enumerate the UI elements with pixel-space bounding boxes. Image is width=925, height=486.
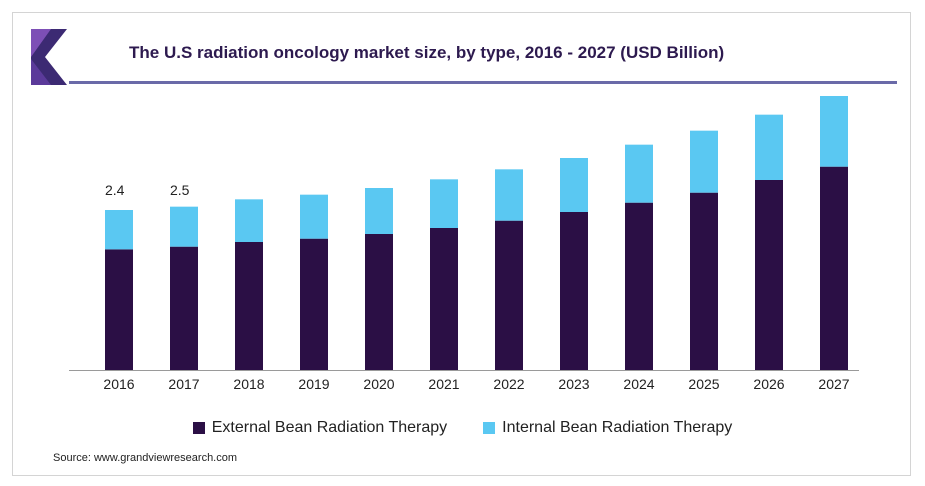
legend-item-internal: Internal Bean Radiation Therapy <box>483 419 732 437</box>
x-tick-label: 2024 <box>623 376 654 392</box>
bar-external-2023 <box>560 212 588 370</box>
bar-external-2024 <box>625 202 653 370</box>
x-tick-label: 2021 <box>428 376 459 392</box>
bar-internal-2026 <box>755 114 783 180</box>
x-tick-label: 2019 <box>298 376 329 392</box>
bar-internal-2021 <box>430 179 458 228</box>
chart-card: The U.S radiation oncology market size, … <box>12 12 911 476</box>
bar-internal-2027 <box>820 96 848 167</box>
bar-internal-2019 <box>300 194 328 239</box>
bar-internal-2020 <box>365 188 393 234</box>
x-tick-label: 2022 <box>493 376 524 392</box>
bar-internal-2025 <box>690 130 718 193</box>
bar-external-2022 <box>495 220 523 370</box>
bar-internal-2018 <box>235 199 263 242</box>
data-label-2016: 2.4 <box>105 182 125 198</box>
chart-legend: External Bean Radiation Therapy Internal… <box>13 419 912 437</box>
x-tick-label: 2017 <box>168 376 199 392</box>
x-tick-label: 2018 <box>233 376 264 392</box>
bar-internal-2022 <box>495 169 523 221</box>
bar-external-2019 <box>300 238 328 370</box>
bar-internal-2023 <box>560 158 588 212</box>
legend-label-external: External Bean Radiation Therapy <box>211 419 448 436</box>
bar-external-2026 <box>755 180 783 370</box>
bar-external-2018 <box>235 242 263 370</box>
x-tick-label: 2026 <box>753 376 784 392</box>
x-tick-label: 2027 <box>818 376 849 392</box>
grandview-logo-icon <box>31 29 67 85</box>
x-tick-label: 2023 <box>558 376 589 392</box>
bar-external-2025 <box>690 192 718 370</box>
bar-external-2020 <box>365 234 393 370</box>
bar-internal-2017 <box>170 206 198 247</box>
bar-internal-2024 <box>625 144 653 203</box>
x-tick-label: 2016 <box>103 376 134 392</box>
legend-label-internal: Internal Bean Radiation Therapy <box>502 419 733 436</box>
stacked-bar-chart: 2016 2.4 2017 2.5 2018 2019 2020 2021 2022 2023 20… <box>69 96 859 392</box>
bar-external-2017 <box>170 246 198 370</box>
bar-external-2021 <box>430 228 458 370</box>
legend-swatch-internal <box>483 422 496 434</box>
legend-swatch-external <box>192 422 205 434</box>
title-underline <box>69 81 897 84</box>
source-note: Source: www.grandviewresearch.com <box>53 452 238 464</box>
x-tick-label: 2025 <box>688 376 719 392</box>
legend-item-external: External Bean Radiation Therapy <box>192 419 448 437</box>
bar-external-2016 <box>105 249 133 370</box>
x-tick-label: 2020 <box>363 376 394 392</box>
bar-internal-2016 <box>105 210 133 250</box>
bar-external-2027 <box>820 166 848 370</box>
chart-title: The U.S radiation oncology market size, … <box>129 43 725 62</box>
data-label-2017: 2.5 <box>170 182 190 198</box>
